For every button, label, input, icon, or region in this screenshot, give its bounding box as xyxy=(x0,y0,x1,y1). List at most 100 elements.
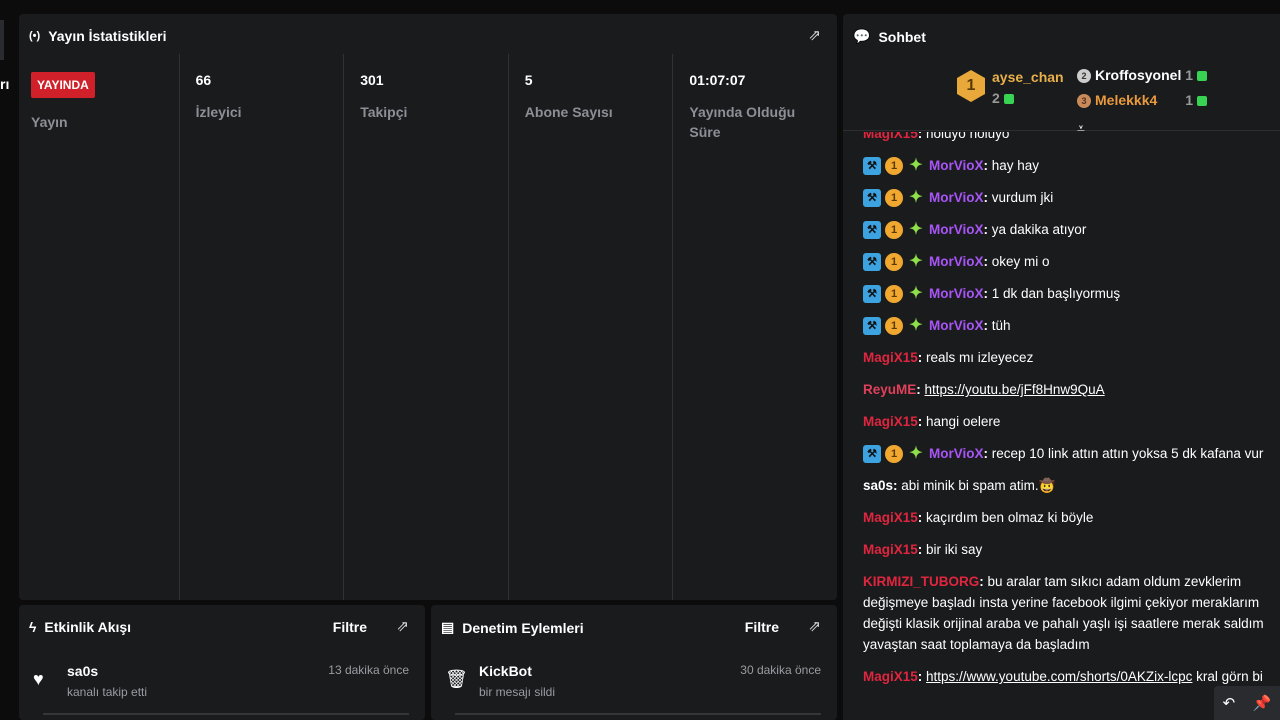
event-user[interactable]: KickBot xyxy=(479,663,532,679)
chat-link[interactable]: https://youtu.be/jFf8Hnw9QuA xyxy=(924,382,1105,397)
chat-username[interactable]: MorVioX xyxy=(929,286,984,301)
leader-name[interactable]: ayse_chan xyxy=(992,69,1064,85)
chat-username[interactable]: MagiX15 xyxy=(863,132,918,141)
popout-icon[interactable]: ⇗ xyxy=(808,27,821,44)
chat-username[interactable]: MorVioX xyxy=(929,222,984,237)
moderator-icon: ⚒ xyxy=(863,157,881,176)
chat-username[interactable]: MagiX15 xyxy=(863,542,918,557)
chat-username[interactable]: MorVioX xyxy=(929,318,984,333)
chat-bubble-icon: 💬 xyxy=(853,28,871,44)
chat-username[interactable]: ReyuME xyxy=(863,382,917,397)
chat-message: MagiX15: noluyo noluyo xyxy=(863,132,1280,150)
leader-name[interactable]: Melekkk4 xyxy=(1095,92,1158,108)
chat-message: MagiX15: kaçırdım ben olmaz ki böyle xyxy=(863,510,1094,525)
sidebar-fragment: rı xyxy=(0,76,10,92)
stream-stats-panel: (•) Yayın İstatistikleri ⇗ YAYINDA Yayın 66… xyxy=(19,14,837,600)
chat-username[interactable]: MorVioX xyxy=(929,254,984,269)
moderator-icon: ⚒ xyxy=(863,221,881,240)
chat-text: bu aralar tam sıkıcı adam oldum zevkleri… xyxy=(863,574,1264,652)
filter-button[interactable]: Filtre xyxy=(332,619,367,635)
chat-text: ya dakika atıyor xyxy=(991,222,1087,237)
chat-message: MagiX15: https://www.youtube.com/shorts/… xyxy=(863,669,1263,684)
collapse-icon[interactable]: ⩡ xyxy=(1077,120,1085,136)
stat-label: Yayın xyxy=(31,114,68,130)
subscriber-icon: 1 xyxy=(885,445,903,464)
chat-messages[interactable]: MagiX15: noluyo noluyo ⚒ 1 ✦ MorVioX: hay ha… xyxy=(863,132,1280,720)
moderator-icon: ⚒ xyxy=(863,253,881,272)
panel-title: Denetim Eylemleri xyxy=(462,619,584,636)
chat-message: ⚒ 1 ✦ MorVioX: okey mi o xyxy=(863,246,1280,278)
chat-message: ⚒ 1 ✦ MorVioX: recep 10 link attın attın yo… xyxy=(863,438,1280,470)
chat-text: kral görn bi xyxy=(1192,669,1263,684)
chat-message: ⚒ 1 ✦ MorVioX: tüh xyxy=(863,310,1280,342)
popout-icon[interactable]: ⇗ xyxy=(396,618,409,635)
stat-label: Abone Sayısı xyxy=(524,104,613,120)
chat-message: ⚒ 1 ✦ MorVioX: ya dakika atıyor xyxy=(863,214,1280,246)
chat-text: tüh xyxy=(991,318,1011,333)
filter-button[interactable]: Filtre xyxy=(744,619,779,635)
chat-text: 1 dk dan başlıyormuş xyxy=(991,286,1121,301)
stat-1: 66 İzleyici xyxy=(178,54,344,600)
moderator-icon: ⚒ xyxy=(863,285,881,304)
lightning-icon: ϟ xyxy=(29,619,37,635)
document-icon: ▤ xyxy=(441,619,455,635)
verified-icon: ✦ xyxy=(909,157,923,175)
chat-username[interactable]: MorVioX xyxy=(929,158,984,173)
moderator-icon: ⚒ xyxy=(863,189,881,208)
stat-value: 5 xyxy=(524,72,533,88)
event-user[interactable]: sa0s xyxy=(67,663,99,679)
chat-message: MagiX15: reals mı izleyecez xyxy=(863,350,1034,365)
heart-icon: ♥ xyxy=(33,669,44,689)
chat-message: KIRMIZI_TUBORG: bu aralar tam sıkıcı ada… xyxy=(863,574,1264,652)
chat-text: abi minik bi spam atim.🤠 xyxy=(901,478,1056,493)
popout-icon[interactable]: ⇗ xyxy=(808,618,821,635)
rank-1-badge: 1 xyxy=(957,70,985,102)
verified-icon: ✦ xyxy=(909,189,923,207)
chat-link[interactable]: https://www.youtube.com/shorts/0AKZix-lc… xyxy=(926,669,1193,684)
subscriber-icon: 1 xyxy=(885,285,903,304)
live-badge: YAYINDA xyxy=(31,72,95,98)
chat-text: vurdum jki xyxy=(991,190,1054,205)
rank-2-badge: 2 xyxy=(1077,69,1091,84)
chat-username[interactable]: MagiX15 xyxy=(863,510,918,525)
chat-message: sa0s: abi minik bi spam atim.🤠 xyxy=(863,478,1056,493)
chat-text: bir iki say xyxy=(926,542,983,557)
chat-username[interactable]: MagiX15 xyxy=(863,350,918,365)
pin-icon[interactable]: 📌 xyxy=(1252,695,1272,712)
divider xyxy=(843,130,1280,131)
chat-username[interactable]: MorVioX xyxy=(929,446,984,461)
stat-4: 01:07:07 Yayında Olduğu Süre xyxy=(672,54,837,600)
chat-username[interactable]: MagiX15 xyxy=(863,414,918,429)
sidebar-edge xyxy=(0,20,4,60)
message-actions: ↶ 📌 xyxy=(1214,686,1280,720)
chat-text: hangi oelere xyxy=(926,414,1001,429)
subscriber-icon: 1 xyxy=(885,221,903,240)
stat-value: 01:07:07 xyxy=(689,72,746,88)
chat-username[interactable]: MagiX15 xyxy=(863,669,918,684)
chat-username[interactable]: sa0s xyxy=(863,478,894,493)
chat-username[interactable]: MorVioX xyxy=(929,190,984,205)
gift-icon xyxy=(1196,71,1207,82)
subscriber-icon: 1 xyxy=(885,189,903,208)
chat-message: MagiX15: bir iki say xyxy=(863,542,983,557)
chat-text: noluyo noluyo xyxy=(926,132,1010,141)
chat-message: ⚒ 1 ✦ MorVioX: hay hay xyxy=(863,150,1280,182)
chat-message: ReyuME: https://youtu.be/jFf8Hnw9QuA xyxy=(863,382,1105,397)
stat-3: 5 Abone Sayısı xyxy=(507,54,673,600)
chat-message: MagiX15: hangi oelere xyxy=(863,414,1001,429)
stat-2: 301 Takipçi xyxy=(343,54,508,600)
event-time: 13 dakika önce xyxy=(328,663,409,677)
chat-message: ⚒ 1 ✦ MorVioX: 1 dk dan başlıyormuş xyxy=(863,278,1280,310)
verified-icon: ✦ xyxy=(909,317,923,335)
verified-icon: ✦ xyxy=(909,445,923,463)
chat-text: okey mi o xyxy=(991,254,1050,269)
subscriber-icon: 1 xyxy=(885,253,903,272)
broadcast-icon: (•) xyxy=(29,30,41,42)
stat-label: Takipçi xyxy=(360,104,408,120)
chat-username[interactable]: KIRMIZI_TUBORG xyxy=(863,574,980,589)
leader-name[interactable]: Kroffosyonel xyxy=(1095,67,1182,83)
divider xyxy=(455,713,821,715)
stat-label: Yayında Olduğu Süre xyxy=(689,104,796,140)
reply-icon[interactable]: ↶ xyxy=(1222,695,1236,712)
